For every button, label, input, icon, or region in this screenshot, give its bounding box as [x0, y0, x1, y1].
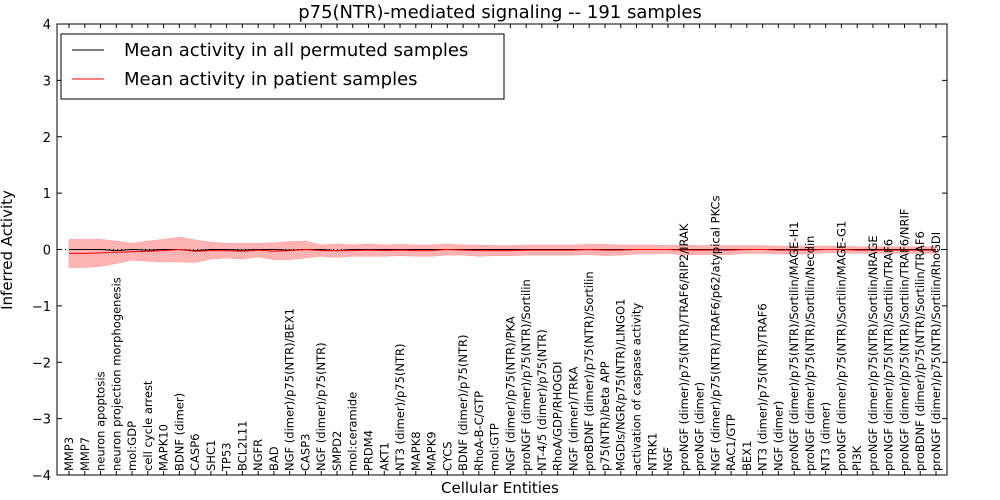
legend: Mean activity in all permuted samples Me… — [60, 33, 505, 100]
entity-label: proNGF (dimer)/p75(NTR)/Sortilin/NRAGE — [866, 235, 880, 471]
entity-label: MAPK8 — [409, 431, 423, 471]
entity-label: BEX1 — [740, 441, 754, 471]
entity-label: neuron apoptosis — [94, 371, 108, 471]
legend-label-permuted: Mean activity in all permuted samples — [124, 40, 468, 61]
entity-label: proNGF (dimer)/p75(NTR)/Sortilin/MAGE-H1 — [787, 221, 801, 471]
entity-label: CASP3 — [299, 434, 313, 471]
entity-labels: MMP3 MMP7 neuron apoptosis neuron projectio… — [62, 195, 943, 472]
y-tick-label: 3 — [43, 74, 51, 89]
entity-label: NT3 (dimer) — [819, 402, 833, 471]
y-axis: −4 −3 −2 −1 0 1 2 3 4 — [32, 18, 947, 484]
entity-label: cell cycle arrest — [141, 380, 155, 471]
entity-label: activation of caspase activity — [630, 303, 644, 471]
entity-label: proBDNF (dimer)/p75(NTR)/Sortilin/TRAF6 — [913, 231, 927, 471]
entity-label: BDNF (dimer) — [172, 393, 186, 471]
x-axis — [68, 24, 937, 475]
entity-label: NT3 (dimer)/p75(NTR) — [393, 344, 407, 471]
entity-label: BAD — [267, 446, 281, 471]
entity-label: proNGF (dimer)/p75(NTR)/Sortilin/TRAF6/N… — [898, 209, 912, 471]
entity-label: NGF — [661, 447, 675, 471]
chart-title: p75(NTR)-mediated signaling -- 191 sampl… — [298, 2, 702, 23]
entity-label: NGF (dimer)/p75(NTR) — [314, 342, 328, 471]
entity-label: NGF (dimer)/p75(NTR)/PKA — [503, 316, 517, 471]
entity-label: NGF (dimer) — [771, 401, 785, 471]
permuted-mean-line — [69, 248, 936, 252]
entity-label: mol:GTP — [488, 423, 502, 471]
entity-label: MAPK10 — [157, 424, 171, 471]
legend-box — [60, 33, 505, 100]
entity-label: BCL2L11 — [235, 421, 249, 471]
y-tick-label: −2 — [32, 356, 51, 371]
entity-label: proBDNF (dimer)/p75(NTR)/Sortilin — [582, 271, 596, 471]
y-tick-label: −1 — [32, 300, 51, 315]
entity-label: CYCS — [440, 441, 454, 471]
y-tick-label: 0 — [43, 244, 51, 259]
entity-label: CASP6 — [188, 434, 202, 471]
entity-label: proNGF (dimer)/p75(NTR)/Sortilin — [519, 279, 533, 471]
y-tick-label: −4 — [32, 469, 51, 484]
entity-label: p75(NTR)/beta APP — [598, 361, 612, 471]
entity-label: NGFR — [251, 439, 265, 471]
entity-label: proNGF (dimer)/p75(NTR)/Sortilin/RhoGDI — [929, 232, 943, 471]
entity-label: proNGF (dimer)/p75(NTR)/Sortilin/Necdin — [803, 236, 817, 471]
entity-label: proNGF (dimer) — [693, 382, 707, 471]
patient-band — [68, 236, 937, 268]
entity-label: NGF (dimer)/p75(NTR)/TRAF6/p62/atypical … — [708, 195, 722, 471]
x-axis-label: Cellular Entities — [441, 479, 559, 497]
entity-label: NGF (dimer)/p75(NTR)/BEX1 — [283, 308, 297, 471]
y-tick-label: 4 — [43, 18, 51, 33]
entity-label: TP53 — [220, 442, 234, 472]
band-layer — [68, 236, 937, 268]
entity-label: MGDIs/NGR/p75(NTR)/LINGO1 — [614, 299, 628, 471]
entity-label: proNGF (dimer)/p75(NTR)/Sortilin/MAGE-G1 — [834, 221, 848, 471]
entity-label: NT3 (dimer)/p75(NTR)/TRAF6 — [756, 303, 770, 471]
entity-label: MMP7 — [78, 437, 92, 471]
entity-label: MAPK9 — [425, 431, 439, 471]
entity-label: NGF (dimer)/TRKA — [566, 367, 580, 471]
line-layer — [57, 248, 947, 254]
entity-label: mol:ceramide — [346, 392, 360, 471]
entity-label: SHC1 — [204, 440, 218, 471]
entity-label: MMP3 — [62, 437, 76, 471]
entity-label: RhoA/GDP/RHOGDI — [551, 362, 565, 471]
entity-label: BDNF (dimer)/p75(NTR) — [456, 335, 470, 472]
entity-label: neuron projection morphogenesis — [109, 277, 123, 471]
entity-label: NT-4/5 (dimer)/p75(NTR) — [535, 329, 549, 471]
entity-label: SMPD2 — [330, 431, 344, 471]
entity-label: PI3K — [850, 445, 864, 471]
entity-label: NTRK1 — [645, 433, 659, 471]
entity-label: proNGF (dimer)/p75(NTR)/TRAF6/RIP2/IRAK — [677, 223, 691, 471]
legend-label-patient: Mean activity in patient samples — [124, 69, 418, 90]
y-axis-label: Inferred Activity — [0, 190, 16, 310]
entity-label: RhoA-B-C/GTP — [472, 391, 486, 471]
entity-label: proNGF (dimer)/p75(NTR)/Sortilin/TRAF6 — [882, 239, 896, 471]
y-tick-label: 1 — [43, 187, 51, 202]
entity-label: PRDM4 — [362, 430, 376, 471]
y-tick-label: 2 — [43, 131, 51, 146]
patient-mean-line — [69, 248, 936, 254]
entity-label: AKT1 — [377, 442, 391, 471]
entity-label: RAC1/GTP — [724, 414, 738, 471]
entity-label: mol:GDP — [125, 421, 139, 471]
y-tick-label: −3 — [32, 413, 51, 428]
